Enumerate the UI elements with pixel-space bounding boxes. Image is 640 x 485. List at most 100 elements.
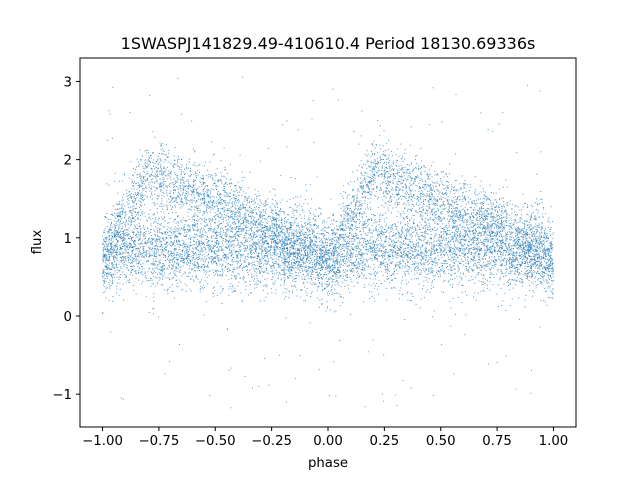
data-point: [312, 249, 314, 251]
data-point: [214, 153, 216, 155]
data-point: [490, 251, 492, 253]
data-point: [456, 227, 458, 228]
data-point: [478, 280, 480, 282]
data-point: [311, 198, 313, 200]
data-point: [543, 254, 545, 256]
data-point: [415, 204, 417, 205]
data-point: [452, 227, 453, 229]
data-point: [452, 279, 453, 281]
data-point: [319, 245, 321, 247]
data-point: [363, 246, 365, 247]
data-point: [201, 279, 203, 281]
data-point: [345, 210, 347, 212]
data-point: [415, 255, 417, 257]
data-point: [226, 210, 228, 212]
data-point: [164, 268, 166, 270]
data-point: [505, 217, 507, 219]
data-point: [246, 200, 248, 201]
data-point: [496, 244, 498, 245]
data-point: [548, 265, 550, 267]
data-point: [264, 242, 265, 244]
data-point: [441, 212, 443, 214]
data-point: [466, 212, 468, 214]
data-point: [303, 246, 305, 248]
data-point: [167, 226, 169, 228]
data-point: [319, 299, 321, 301]
data-point: [497, 244, 499, 246]
data-point: [422, 186, 424, 188]
data-point: [494, 251, 496, 253]
data-point: [209, 197, 211, 199]
data-point: [332, 239, 334, 241]
data-point: [233, 235, 235, 237]
data-point: [334, 288, 336, 290]
data-point: [278, 246, 280, 248]
data-point: [492, 215, 494, 217]
data-point: [384, 202, 386, 204]
data-point: [206, 209, 207, 211]
data-point: [500, 246, 502, 248]
data-point: [452, 219, 453, 221]
data-point: [364, 200, 366, 202]
data-point: [324, 264, 325, 266]
data-point: [459, 183, 461, 185]
data-point: [406, 292, 408, 294]
data-point: [507, 282, 509, 283]
data-point: [111, 262, 113, 264]
data-point: [213, 235, 215, 237]
data-point: [525, 252, 527, 254]
data-point: [105, 281, 107, 283]
data-point: [159, 262, 161, 264]
data-point: [439, 206, 441, 208]
data-point: [532, 228, 534, 229]
data-point: [266, 248, 268, 250]
data-point: [264, 226, 266, 228]
data-point: [455, 230, 456, 232]
data-point: [278, 267, 280, 269]
data-point: [168, 175, 170, 177]
data-point: [374, 227, 376, 229]
data-point: [119, 227, 121, 229]
data-point: [429, 207, 431, 209]
data-point: [251, 228, 253, 230]
data-point: [302, 260, 304, 262]
data-point: [184, 258, 186, 260]
data-point: [485, 218, 486, 220]
data-point: [364, 196, 366, 198]
data-point: [440, 196, 442, 198]
data-point: [309, 241, 311, 243]
data-point: [334, 272, 335, 274]
data-point: [126, 201, 128, 203]
data-point: [474, 282, 476, 284]
data-point: [379, 162, 381, 164]
data-point: [234, 252, 236, 254]
data-point: [459, 236, 461, 238]
data-point: [521, 254, 523, 255]
data-point: [275, 245, 277, 247]
data-point: [257, 243, 259, 245]
data-point: [463, 226, 465, 228]
data-point: [397, 174, 399, 176]
data-point: [383, 206, 385, 208]
data-point: [215, 260, 216, 262]
data-point: [341, 221, 343, 223]
data-point: [334, 244, 336, 246]
data-point: [311, 263, 313, 265]
data-point: [354, 246, 356, 248]
data-point: [252, 280, 254, 282]
data-point: [237, 210, 239, 211]
data-point: [292, 258, 294, 260]
data-point: [219, 223, 221, 225]
data-point: [135, 219, 136, 221]
data-point: [219, 274, 221, 276]
data-point: [123, 252, 125, 254]
data-point: [353, 219, 355, 221]
data-point: [482, 284, 484, 286]
data-point: [430, 251, 432, 253]
data-point: [233, 257, 235, 259]
data-point: [404, 152, 406, 154]
data-point: [280, 247, 282, 249]
data-point: [504, 243, 506, 244]
data-point: [398, 261, 400, 263]
data-point: [178, 203, 180, 205]
